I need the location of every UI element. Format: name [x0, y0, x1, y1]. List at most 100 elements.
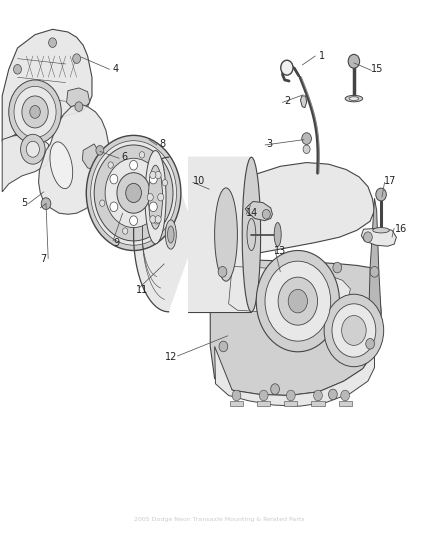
Circle shape — [218, 266, 227, 277]
Polygon shape — [2, 29, 92, 141]
Circle shape — [14, 86, 56, 138]
Circle shape — [21, 134, 45, 164]
Circle shape — [49, 38, 57, 47]
Circle shape — [342, 316, 366, 345]
Circle shape — [149, 202, 157, 212]
Circle shape — [271, 384, 279, 394]
Text: 9: 9 — [113, 238, 119, 247]
Polygon shape — [284, 401, 297, 406]
Circle shape — [314, 390, 322, 401]
Circle shape — [130, 216, 138, 225]
Ellipse shape — [345, 95, 363, 102]
Text: 17: 17 — [384, 176, 396, 186]
Circle shape — [150, 216, 156, 223]
Circle shape — [100, 200, 105, 206]
Text: 10: 10 — [193, 176, 205, 186]
Polygon shape — [210, 203, 381, 395]
Circle shape — [219, 341, 228, 352]
Circle shape — [324, 294, 384, 367]
Circle shape — [73, 54, 81, 63]
Circle shape — [123, 228, 128, 234]
Circle shape — [96, 146, 104, 155]
Circle shape — [22, 96, 48, 128]
Circle shape — [155, 171, 161, 179]
Ellipse shape — [50, 142, 73, 189]
Polygon shape — [311, 401, 325, 406]
Circle shape — [259, 390, 268, 401]
Ellipse shape — [148, 165, 162, 229]
Circle shape — [139, 152, 145, 158]
Circle shape — [288, 289, 307, 313]
Ellipse shape — [166, 220, 176, 249]
Circle shape — [348, 54, 360, 68]
Text: 7: 7 — [41, 254, 47, 263]
Ellipse shape — [167, 226, 174, 243]
Circle shape — [117, 173, 150, 213]
Circle shape — [328, 389, 337, 400]
Polygon shape — [82, 144, 100, 169]
Circle shape — [108, 162, 113, 168]
Circle shape — [9, 80, 61, 144]
Text: 1: 1 — [319, 51, 325, 61]
Circle shape — [154, 217, 159, 224]
Circle shape — [281, 60, 293, 75]
Circle shape — [91, 141, 177, 245]
Circle shape — [14, 64, 21, 74]
Text: 2: 2 — [284, 96, 290, 106]
Circle shape — [376, 188, 386, 201]
Polygon shape — [339, 401, 352, 406]
Circle shape — [105, 158, 162, 228]
Polygon shape — [368, 198, 381, 352]
Circle shape — [302, 133, 311, 144]
Text: 6: 6 — [122, 152, 128, 162]
Ellipse shape — [247, 219, 256, 251]
Text: 13: 13 — [274, 246, 286, 255]
Circle shape — [366, 338, 374, 349]
Circle shape — [41, 198, 51, 209]
Text: 16: 16 — [395, 224, 407, 234]
Polygon shape — [257, 401, 270, 406]
Circle shape — [75, 102, 83, 111]
Polygon shape — [229, 266, 350, 312]
Polygon shape — [215, 346, 374, 406]
Circle shape — [150, 171, 156, 179]
Circle shape — [158, 193, 164, 201]
Text: 2005 Dodge Neon Transaxle Mounting & Related Parts: 2005 Dodge Neon Transaxle Mounting & Rel… — [134, 517, 304, 522]
Circle shape — [286, 390, 295, 401]
Polygon shape — [2, 134, 50, 192]
Text: 12: 12 — [165, 352, 177, 362]
Text: 15: 15 — [371, 64, 383, 74]
Circle shape — [256, 251, 339, 352]
Ellipse shape — [349, 97, 359, 100]
Circle shape — [130, 160, 138, 170]
Polygon shape — [39, 104, 110, 214]
Circle shape — [265, 261, 331, 341]
Circle shape — [147, 193, 153, 201]
Ellipse shape — [215, 188, 237, 281]
Circle shape — [26, 141, 39, 157]
Circle shape — [232, 390, 241, 401]
Circle shape — [278, 277, 318, 325]
Circle shape — [110, 202, 118, 212]
Text: 11: 11 — [136, 286, 148, 295]
Polygon shape — [230, 401, 243, 406]
Polygon shape — [300, 96, 307, 108]
Circle shape — [94, 145, 173, 241]
Polygon shape — [188, 157, 251, 312]
Text: 14: 14 — [246, 208, 258, 218]
Text: 8: 8 — [159, 139, 165, 149]
Polygon shape — [245, 201, 272, 221]
Circle shape — [110, 174, 118, 184]
Text: 3: 3 — [266, 139, 272, 149]
Circle shape — [86, 135, 181, 251]
Ellipse shape — [145, 150, 166, 244]
Circle shape — [364, 232, 372, 243]
Circle shape — [155, 216, 161, 223]
Ellipse shape — [373, 228, 389, 233]
Circle shape — [332, 304, 376, 357]
Circle shape — [303, 145, 310, 154]
Polygon shape — [67, 88, 90, 110]
Polygon shape — [361, 228, 396, 246]
Circle shape — [126, 183, 141, 203]
Circle shape — [370, 266, 379, 277]
